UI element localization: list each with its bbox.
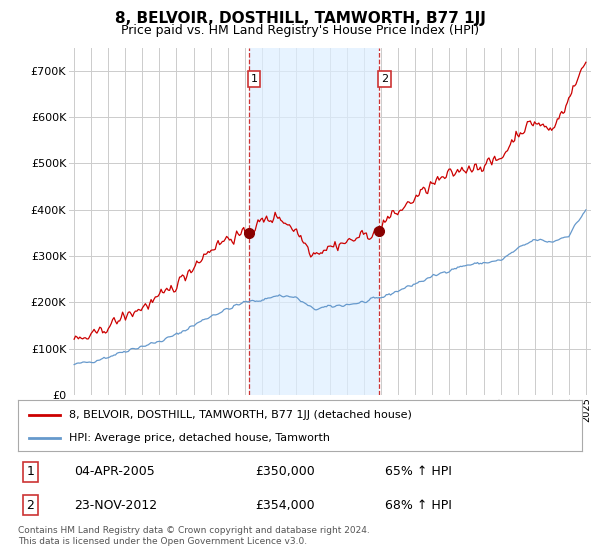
Text: 65% ↑ HPI: 65% ↑ HPI bbox=[385, 465, 451, 478]
Text: 04-APR-2005: 04-APR-2005 bbox=[74, 465, 155, 478]
Text: Contains HM Land Registry data © Crown copyright and database right 2024.
This d: Contains HM Land Registry data © Crown c… bbox=[18, 526, 370, 546]
Text: 1: 1 bbox=[251, 74, 257, 84]
Text: 8, BELVOIR, DOSTHILL, TAMWORTH, B77 1JJ: 8, BELVOIR, DOSTHILL, TAMWORTH, B77 1JJ bbox=[115, 11, 485, 26]
Text: 2: 2 bbox=[26, 498, 34, 512]
Text: HPI: Average price, detached house, Tamworth: HPI: Average price, detached house, Tamw… bbox=[69, 433, 330, 443]
Text: 23-NOV-2012: 23-NOV-2012 bbox=[74, 498, 158, 512]
Text: £354,000: £354,000 bbox=[255, 498, 314, 512]
Bar bbox=[249, 48, 379, 395]
Text: 68% ↑ HPI: 68% ↑ HPI bbox=[385, 498, 451, 512]
Text: £350,000: £350,000 bbox=[255, 465, 314, 478]
Text: 1: 1 bbox=[26, 465, 34, 478]
Text: Price paid vs. HM Land Registry's House Price Index (HPI): Price paid vs. HM Land Registry's House … bbox=[121, 24, 479, 36]
Text: 2: 2 bbox=[381, 74, 388, 84]
Text: 8, BELVOIR, DOSTHILL, TAMWORTH, B77 1JJ (detached house): 8, BELVOIR, DOSTHILL, TAMWORTH, B77 1JJ … bbox=[69, 409, 412, 419]
